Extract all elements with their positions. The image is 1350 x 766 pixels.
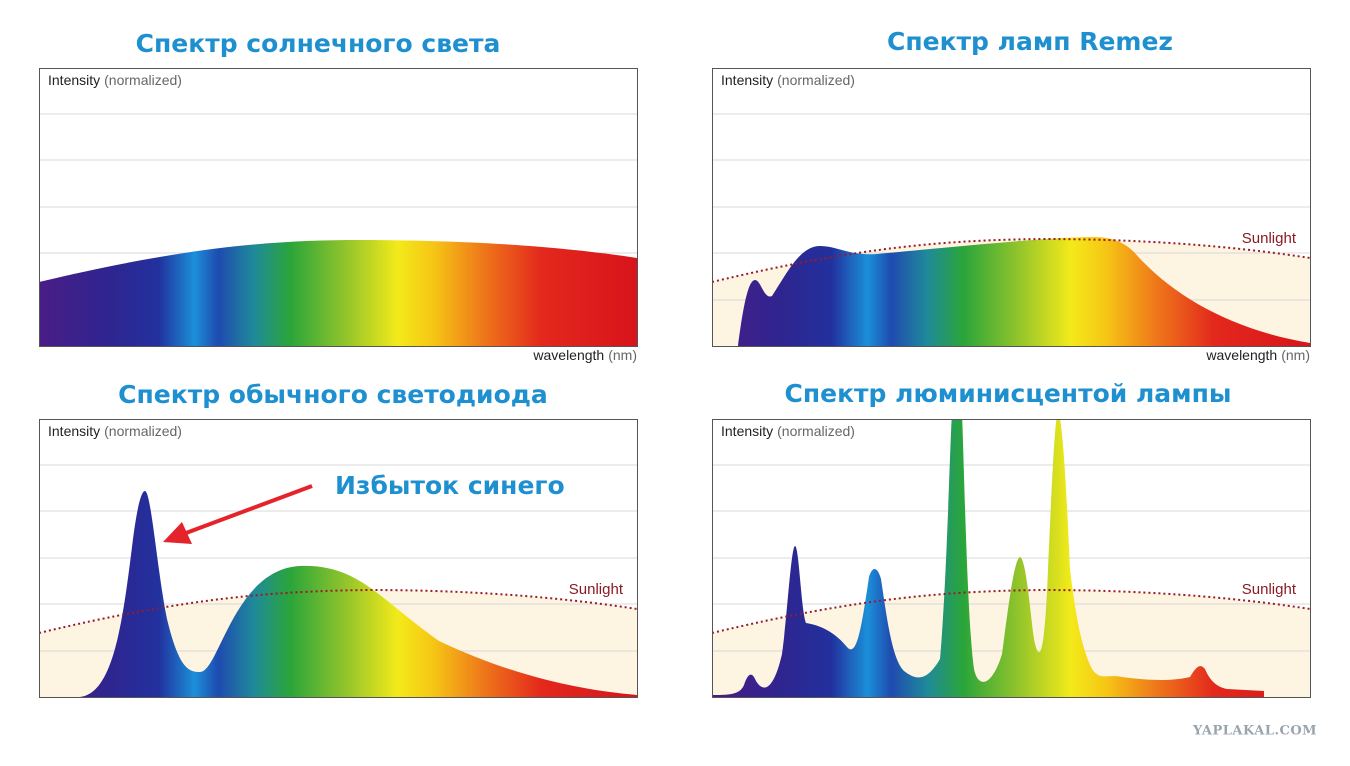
- spectrum: [39, 491, 637, 697]
- y-axis-label-note: (normalized): [104, 423, 182, 439]
- y-axis-label: Intensity (normalized): [721, 72, 855, 88]
- y-axis-label-main: Intensity: [721, 423, 773, 439]
- spectrum: [738, 236, 1310, 346]
- plot-area: [712, 113, 1310, 346]
- sunlight-label: Sunlight: [569, 581, 624, 598]
- plot: Intensity (normalized) Sunlight: [39, 419, 638, 698]
- plot: Intensity (normalized) Sunlight: [712, 419, 1311, 698]
- spectrum: [39, 240, 637, 346]
- y-axis-label: Intensity (normalized): [721, 423, 855, 439]
- plot-frame: [712, 68, 1311, 347]
- y-axis-label-main: Intensity: [48, 423, 100, 439]
- y-axis-label: Intensity (normalized): [48, 423, 182, 439]
- plot-area: [39, 113, 637, 346]
- y-axis-label-note: (normalized): [777, 423, 855, 439]
- plot-frame: [39, 419, 638, 698]
- plot-frame: [39, 68, 638, 347]
- x-axis-label-main: wavelength: [532, 347, 604, 363]
- y-axis-label-main: Intensity: [48, 72, 100, 88]
- annotation: Избыток синего: [335, 471, 565, 500]
- plot-area: [39, 464, 637, 697]
- sunlight-label: Sunlight: [1242, 581, 1297, 598]
- watermark: YAPLAKAL.COM: [1192, 724, 1317, 739]
- x-axis-label: wavelength (nm): [532, 347, 637, 363]
- y-axis-label-note: (normalized): [777, 72, 855, 88]
- plot: Intensity (normalized) wavelength (nm) Sunli…: [712, 68, 1311, 363]
- plot-frame: [712, 419, 1311, 698]
- y-axis-label-main: Intensity: [721, 72, 773, 88]
- sunlight-label: Sunlight: [1242, 230, 1297, 247]
- y-axis-label: Intensity (normalized): [48, 72, 182, 88]
- plot: Intensity (normalized) wavelength (nm): [39, 68, 638, 363]
- panel-title: Спектр люминисцентой лампы: [785, 379, 1232, 408]
- y-axis-label-note: (normalized): [104, 72, 182, 88]
- panel-title: Спектр солнечного света: [136, 29, 501, 58]
- x-axis-label-note: (nm): [1281, 347, 1310, 363]
- panel-title: Спектр обычного светодиода: [118, 380, 548, 409]
- x-axis-label-note: (nm): [608, 347, 637, 363]
- annotation-arrow: [185, 484, 313, 535]
- panel-title: Спектр ламп Remez: [887, 27, 1173, 56]
- plot-area: [712, 419, 1310, 697]
- x-axis-label: wavelength (nm): [1205, 347, 1310, 363]
- x-axis-label-main: wavelength: [1205, 347, 1277, 363]
- annotation-arrowhead: [163, 522, 192, 544]
